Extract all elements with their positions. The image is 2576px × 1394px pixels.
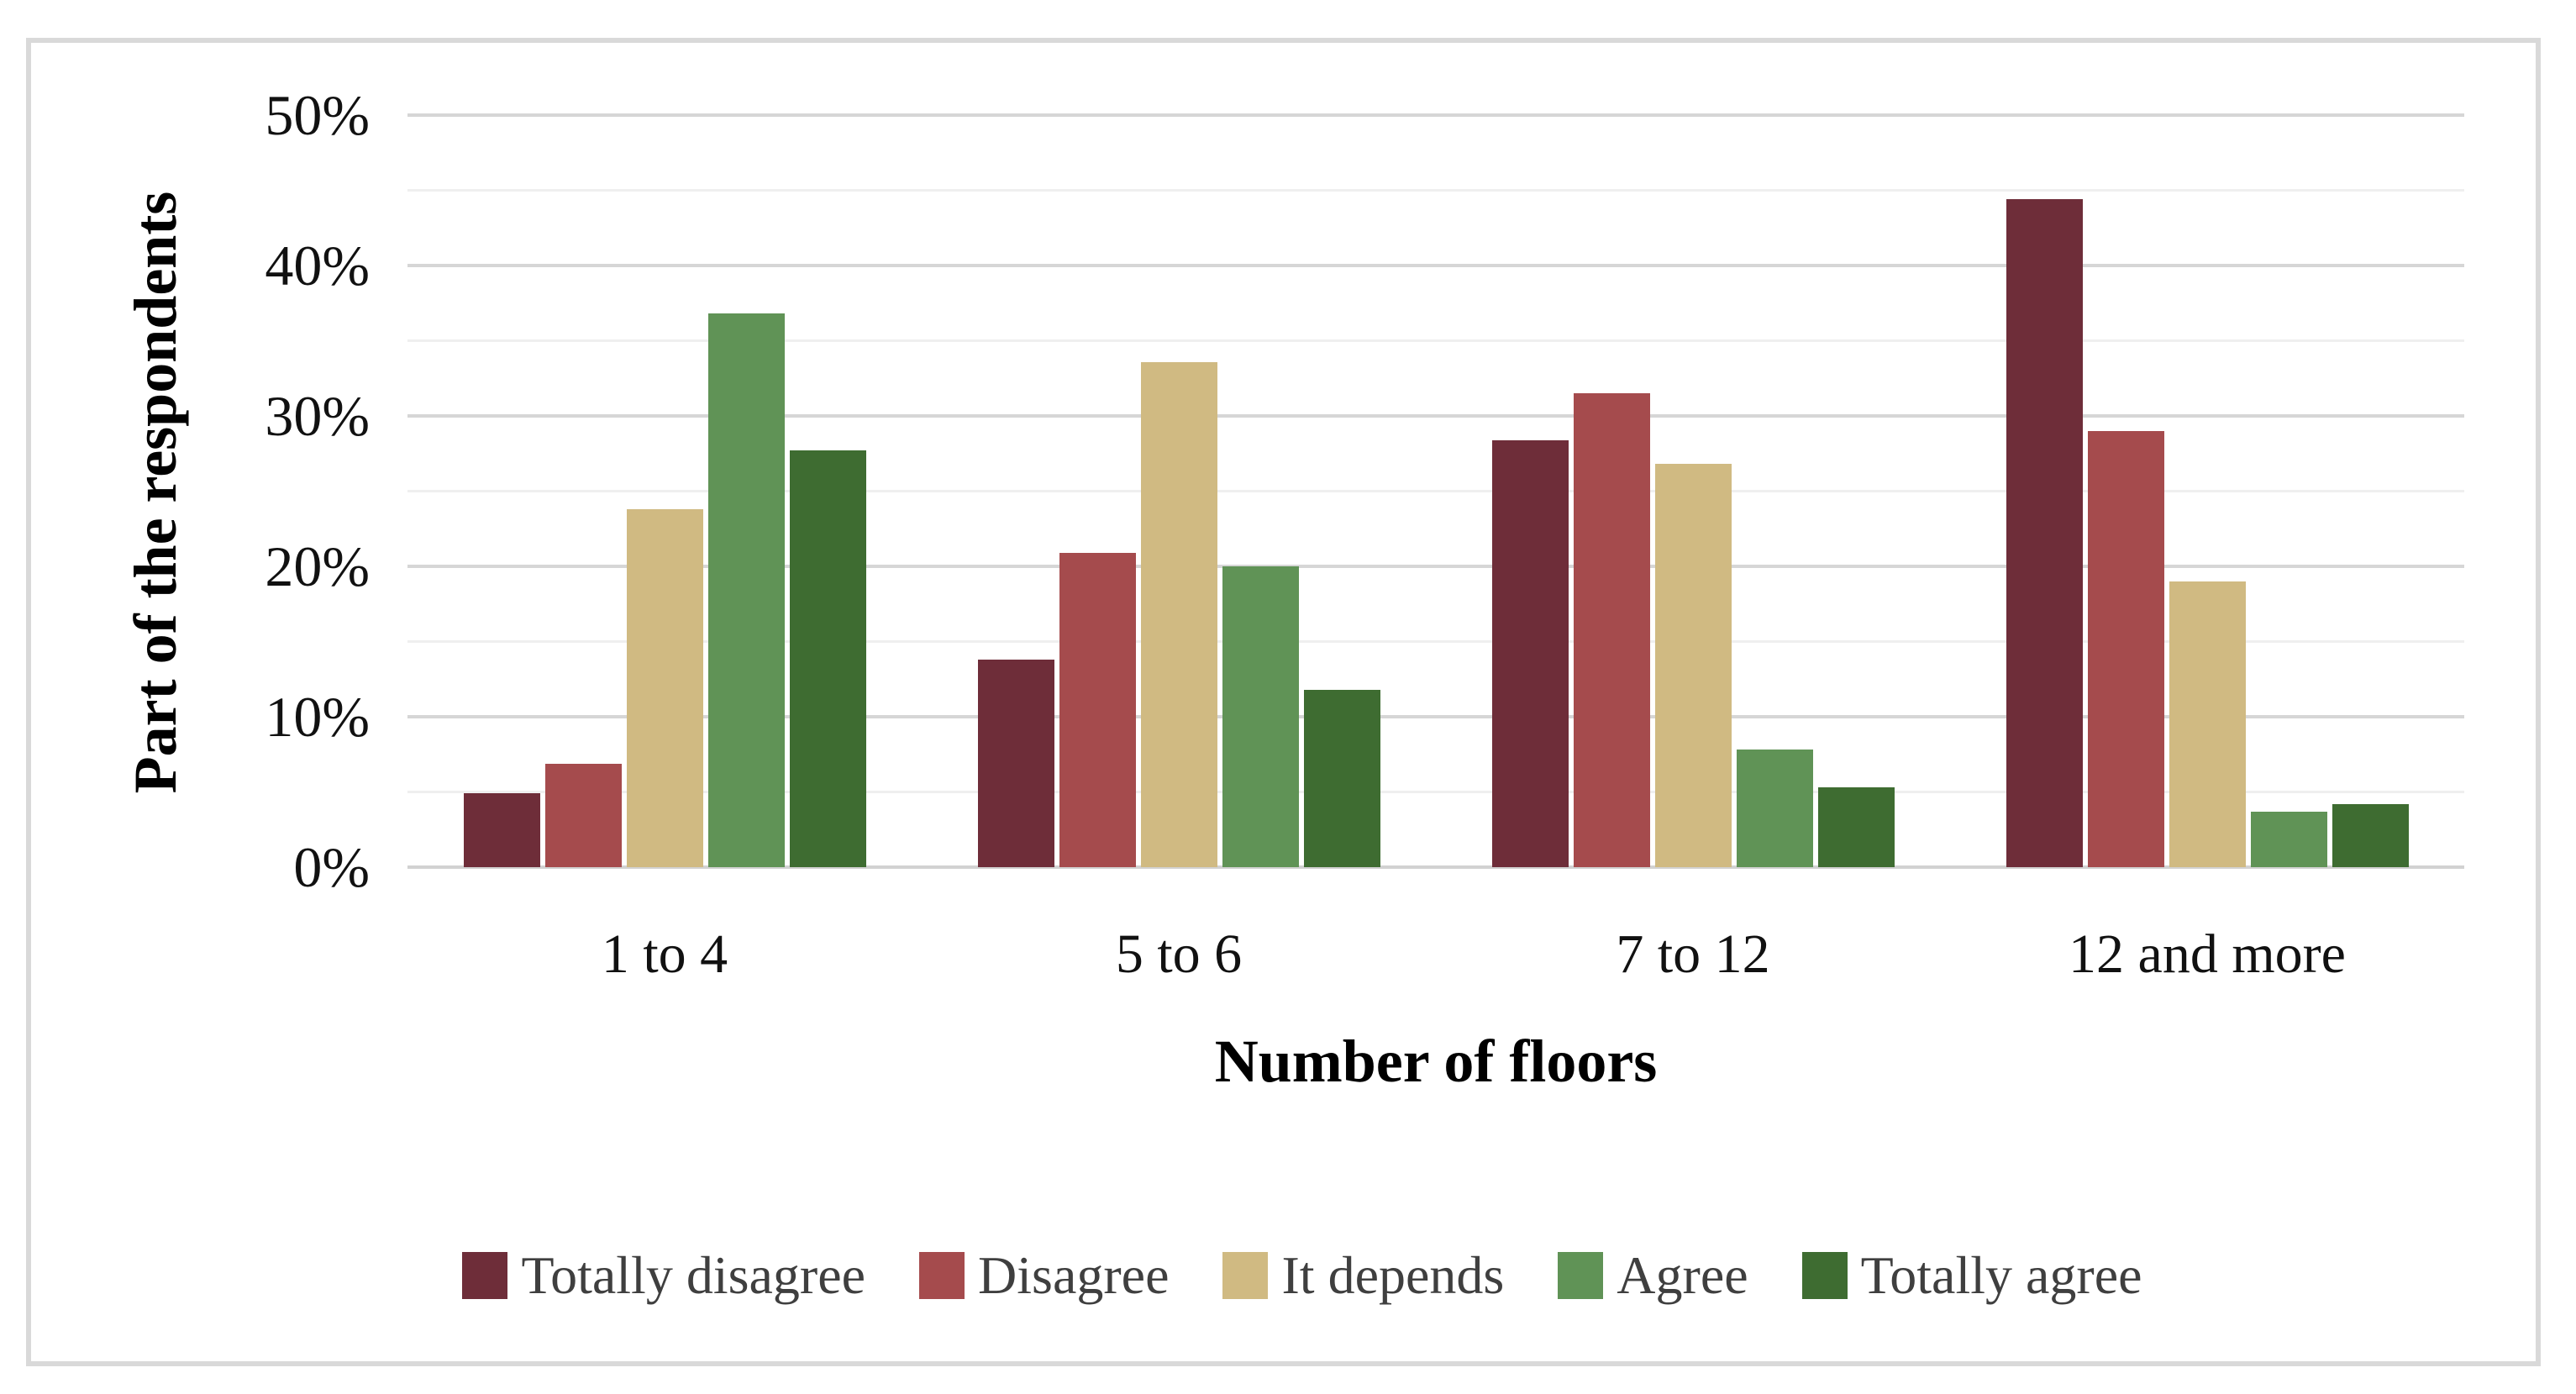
bar-totally-agree-12-and-more (2332, 803, 2409, 867)
legend-item-it-depends: It depends (1222, 1244, 1504, 1307)
legend-label: Totally disagree (521, 1245, 866, 1305)
y-tick-label: 30% (265, 384, 370, 448)
legend-label: Agree (1617, 1245, 1748, 1305)
x-axis-title: Number of floors (1214, 1028, 1658, 1095)
gridline-major (407, 565, 2464, 568)
bar-group-1-to-4 (463, 115, 866, 867)
gridline-major (407, 264, 2464, 267)
bar-totally-agree-7-to-12 (1817, 787, 1895, 867)
legend-label: Totally agree (1860, 1245, 2142, 1305)
x-axis-baseline (407, 865, 2464, 869)
gridline-minor (407, 490, 2464, 492)
gridline-major (407, 414, 2464, 418)
y-axis-title: Part of the respondents (122, 191, 189, 794)
bar-it-depends-1-to-4 (626, 508, 703, 867)
bar-agree-5-to-6 (1222, 566, 1299, 867)
y-tick-label: 40% (265, 234, 370, 297)
bar-disagree-5-to-6 (1059, 552, 1136, 867)
bar-disagree-12-and-more (2087, 430, 2164, 867)
bar-disagree-7-to-12 (1573, 393, 1650, 867)
gridline-major (407, 715, 2464, 718)
bar-agree-7-to-12 (1736, 750, 1813, 867)
gridline-minor (407, 189, 2464, 192)
y-tick-label: 20% (265, 534, 370, 598)
y-tick-label: 0% (293, 835, 370, 899)
bar-totally-disagree-1-to-4 (463, 793, 540, 867)
gridline-minor (407, 791, 2464, 793)
legend-item-totally-agree: Totally agree (1801, 1244, 2142, 1307)
category-label-7-to-12: 7 to 12 (1616, 923, 1770, 985)
legend-swatch-icon (1558, 1252, 1604, 1299)
bar-totally-agree-1-to-4 (789, 450, 866, 867)
bar-it-depends-7-to-12 (1654, 464, 1732, 867)
legend-item-disagree: Disagree (919, 1244, 1169, 1307)
bar-group-5-to-6 (977, 115, 1380, 867)
bar-agree-12-and-more (2250, 811, 2327, 867)
bar-totally-disagree-7-to-12 (1491, 439, 1569, 867)
category-label-5-to-6: 5 to 6 (1115, 923, 1243, 985)
bar-group-7-to-12 (1491, 115, 1895, 867)
legend: Totally disagree Disagree It depends Agree T… (168, 1238, 2437, 1313)
bar-it-depends-5-to-6 (1140, 361, 1217, 867)
legend-swatch-icon (919, 1252, 965, 1299)
legend-swatch-icon (1222, 1252, 1269, 1299)
y-tick-label: 10% (265, 685, 370, 749)
legend-swatch-icon (462, 1252, 508, 1299)
gridline-minor (407, 640, 2464, 643)
bar-totally-disagree-12-and-more (2006, 199, 2083, 867)
legend-label: It depends (1281, 1245, 1505, 1305)
bar-totally-agree-5-to-6 (1303, 689, 1380, 867)
bar-disagree-1-to-4 (544, 763, 622, 867)
category-label-1-to-4: 1 to 4 (601, 923, 728, 985)
legend-item-agree: Agree (1558, 1244, 1748, 1307)
bar-it-depends-12-and-more (2169, 581, 2246, 867)
bar-totally-disagree-5-to-6 (977, 659, 1054, 867)
bar-group-12-and-more (2006, 115, 2409, 867)
legend-label: Disagree (978, 1245, 1170, 1305)
category-label-12-and-more: 12 and more (2069, 923, 2346, 985)
gridline-minor (407, 339, 2464, 342)
y-tick-label: 50% (265, 83, 370, 147)
bar-agree-1-to-4 (707, 313, 785, 867)
legend-swatch-icon (1801, 1252, 1848, 1299)
legend-item-totally-disagree: Totally disagree (462, 1244, 865, 1307)
gridline-major (407, 113, 2464, 117)
